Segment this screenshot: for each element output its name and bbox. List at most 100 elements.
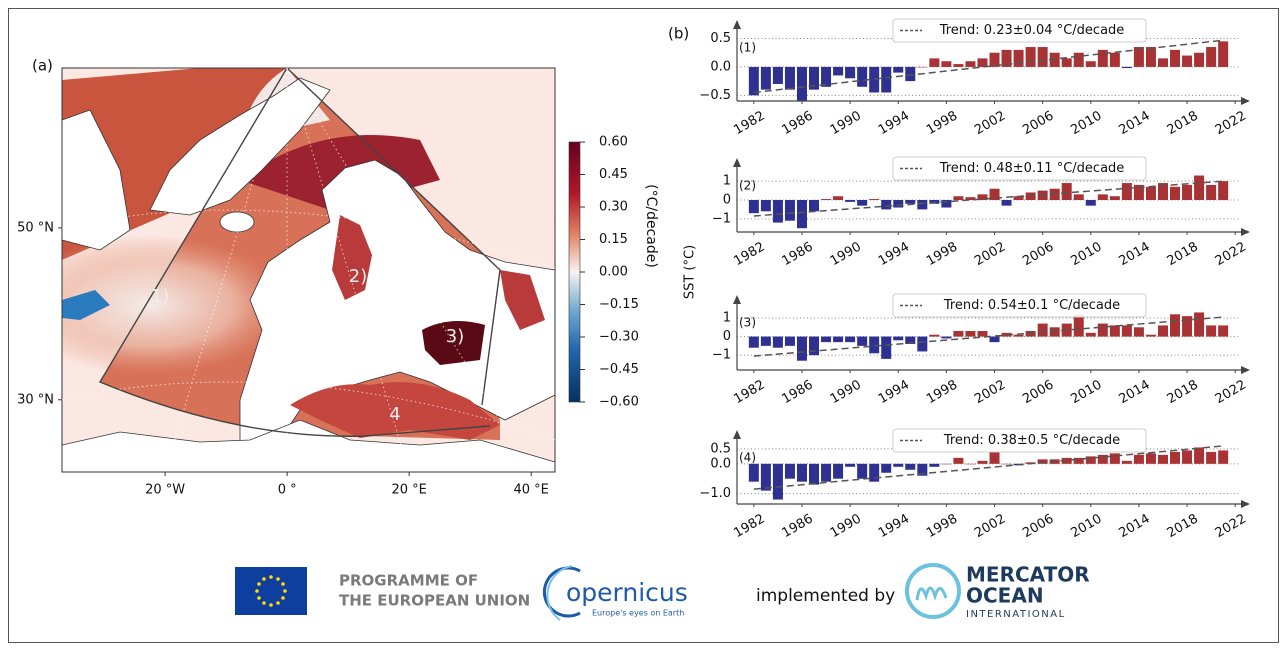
bar [1170, 49, 1181, 67]
x-tick-label: 2014 [1117, 109, 1153, 139]
legend-label: Trend: 0.23±0.04 °C/decade [939, 23, 1125, 38]
bar [796, 463, 807, 482]
bar [941, 200, 952, 208]
x-tick-label: 1990 [828, 378, 864, 408]
bar [809, 200, 820, 212]
bar [905, 463, 916, 470]
legend-box [892, 428, 1147, 453]
bar [1182, 450, 1193, 464]
eu-stars [255, 575, 287, 607]
bar [977, 460, 988, 464]
bar [1170, 186, 1181, 200]
copernicus-text: opernicus [566, 578, 688, 607]
x-tick-label: 2002 [972, 512, 1008, 542]
trend-line [753, 445, 1224, 490]
parallel [62, 209, 555, 269]
x-tick-label: 1994 [876, 109, 912, 139]
bar [917, 336, 928, 352]
bar [917, 66, 928, 68]
bar [1085, 61, 1096, 67]
bar [760, 336, 771, 346]
bar [1061, 183, 1072, 200]
bar [941, 61, 952, 67]
y-tick-label: 30 °N [17, 392, 54, 407]
y-axis-label: SST (°C) [683, 245, 698, 299]
bar [989, 451, 1000, 464]
bar [1133, 47, 1144, 67]
colorbar-tick-label: 0.45 [599, 167, 628, 182]
bar [1013, 49, 1024, 67]
colorbar-tick-label: −0.45 [599, 362, 639, 377]
bar [893, 200, 904, 208]
bar [1194, 52, 1205, 67]
x-tick-label: 2018 [1165, 109, 1201, 139]
bar [748, 66, 759, 96]
bar [833, 463, 844, 479]
mercator-text: OCEAN [966, 584, 1044, 608]
bar [833, 196, 844, 200]
y-axis-arrow [733, 430, 741, 439]
y-tick-label: 0 [723, 329, 731, 344]
bar [809, 463, 820, 485]
legend-box [892, 293, 1147, 318]
x-tick-label: 1982 [731, 512, 767, 542]
bar [1157, 454, 1168, 464]
y-tick-label: −0.5 [699, 88, 731, 103]
x-tick-label: 2002 [972, 240, 1008, 270]
bar [1073, 457, 1084, 464]
bar [1145, 186, 1156, 200]
y-tick-label: −1.0 [699, 486, 731, 501]
bar [893, 336, 904, 341]
ocean-field [62, 235, 290, 375]
bar [1157, 325, 1168, 337]
x-axis-arrow [1241, 500, 1250, 508]
bar [1013, 334, 1024, 337]
bar [965, 197, 976, 200]
bar [748, 463, 759, 482]
bar [941, 336, 952, 339]
colorbar-tick-label: −0.30 [599, 330, 639, 345]
x-tick-label: 2022 [1213, 240, 1249, 270]
sea [500, 270, 545, 330]
x-axis-arrow [1241, 366, 1250, 374]
bar [1109, 325, 1120, 337]
x-tick-label: 2002 [972, 109, 1008, 139]
bar [1073, 314, 1084, 337]
bar [1170, 314, 1181, 337]
bar [989, 188, 1000, 200]
bar [1157, 183, 1168, 200]
bar [1121, 460, 1132, 464]
implemented-by: implemented by [756, 586, 895, 606]
legend-label: Trend: 0.48±0.11 °C/decade [939, 161, 1125, 176]
bar [1194, 447, 1205, 464]
meridian [286, 68, 410, 472]
bar [1206, 325, 1217, 337]
eu-flag [235, 567, 307, 615]
colorbar-tick-label: 0.00 [599, 265, 628, 280]
bar [1133, 184, 1144, 200]
bar [977, 331, 988, 337]
bar [809, 66, 820, 90]
bar [929, 334, 940, 337]
x-tick-label: 2006 [1020, 109, 1056, 139]
x-tick-label: 1998 [924, 512, 960, 542]
bar [989, 336, 1000, 343]
panel-label: (b) [668, 25, 689, 43]
x-axis-arrow [1241, 228, 1250, 236]
meridian [164, 68, 288, 472]
bar [772, 66, 783, 84]
bar [1049, 327, 1060, 337]
bar [881, 463, 892, 473]
bar [1121, 183, 1132, 200]
x-tick-label: 2014 [1117, 378, 1153, 408]
x-tick-label: 1994 [876, 378, 912, 408]
copernicus-logo [546, 565, 573, 621]
bar [760, 463, 771, 491]
bar [1218, 181, 1229, 200]
bar [1097, 194, 1108, 200]
bar [869, 199, 880, 200]
bar [929, 58, 940, 67]
bar [1001, 200, 1012, 206]
bar [977, 194, 988, 200]
bar [796, 66, 807, 101]
